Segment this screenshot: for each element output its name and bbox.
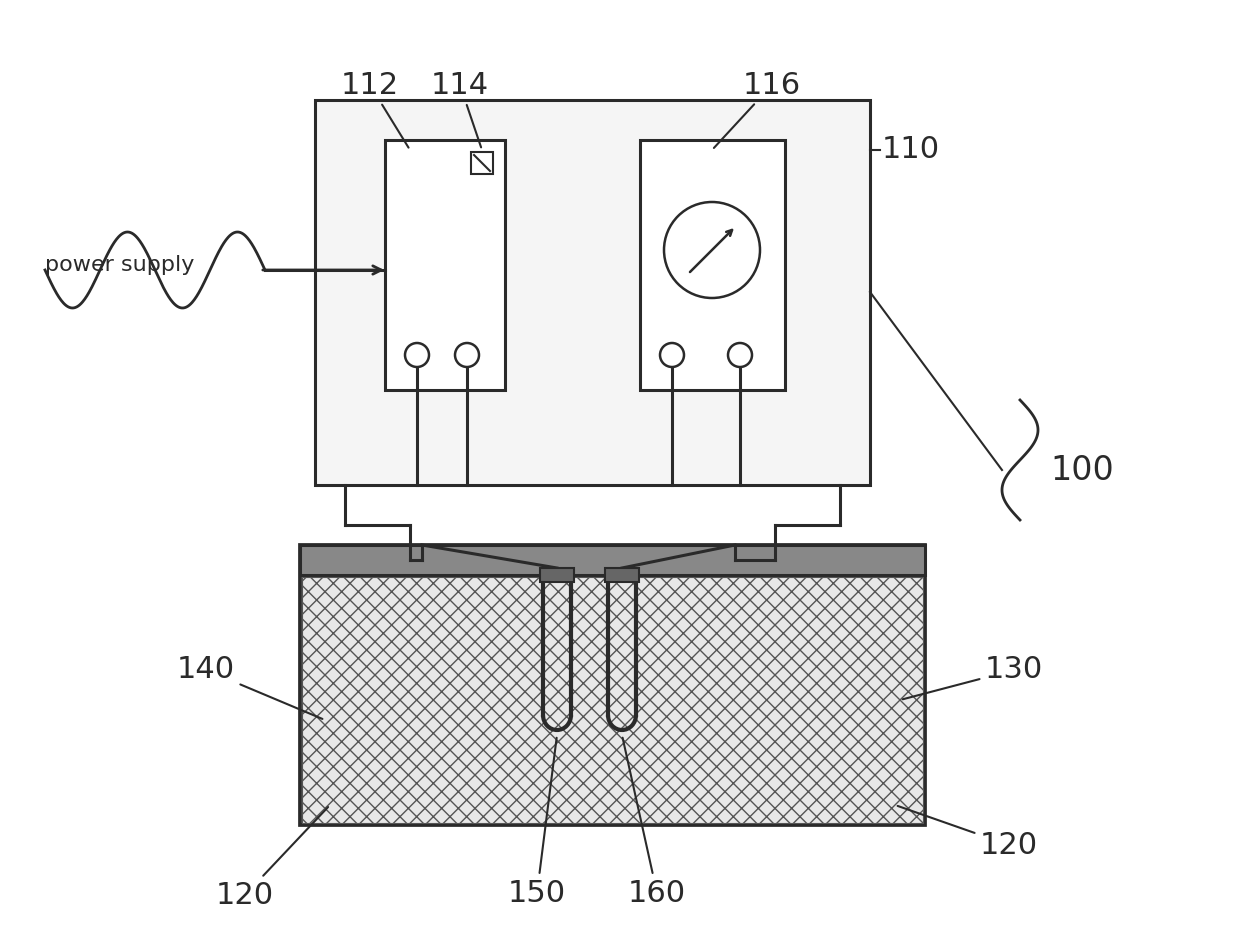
Bar bbox=[640, 140, 785, 390]
Text: power supply: power supply bbox=[45, 255, 195, 275]
Bar bbox=[300, 545, 925, 825]
Text: 120: 120 bbox=[216, 807, 329, 910]
Bar bbox=[303, 577, 923, 823]
Bar bbox=[300, 545, 925, 575]
Bar bbox=[303, 577, 923, 823]
Text: 130: 130 bbox=[903, 655, 1043, 699]
Bar bbox=[315, 100, 870, 485]
Circle shape bbox=[728, 343, 751, 367]
Text: 112: 112 bbox=[341, 71, 408, 148]
Text: 110: 110 bbox=[882, 136, 940, 165]
Text: 140: 140 bbox=[177, 655, 322, 719]
Bar bbox=[539, 568, 574, 582]
Circle shape bbox=[660, 343, 684, 367]
Text: 100: 100 bbox=[1050, 453, 1114, 487]
Text: 120: 120 bbox=[898, 806, 1038, 859]
Bar bbox=[471, 152, 494, 174]
Circle shape bbox=[663, 202, 760, 298]
Bar bbox=[384, 140, 505, 390]
Text: 116: 116 bbox=[714, 71, 801, 148]
Text: 150: 150 bbox=[508, 737, 567, 908]
Circle shape bbox=[455, 343, 479, 367]
Circle shape bbox=[405, 343, 429, 367]
Text: 114: 114 bbox=[432, 71, 489, 147]
Text: 160: 160 bbox=[622, 737, 686, 908]
Bar bbox=[605, 568, 639, 582]
